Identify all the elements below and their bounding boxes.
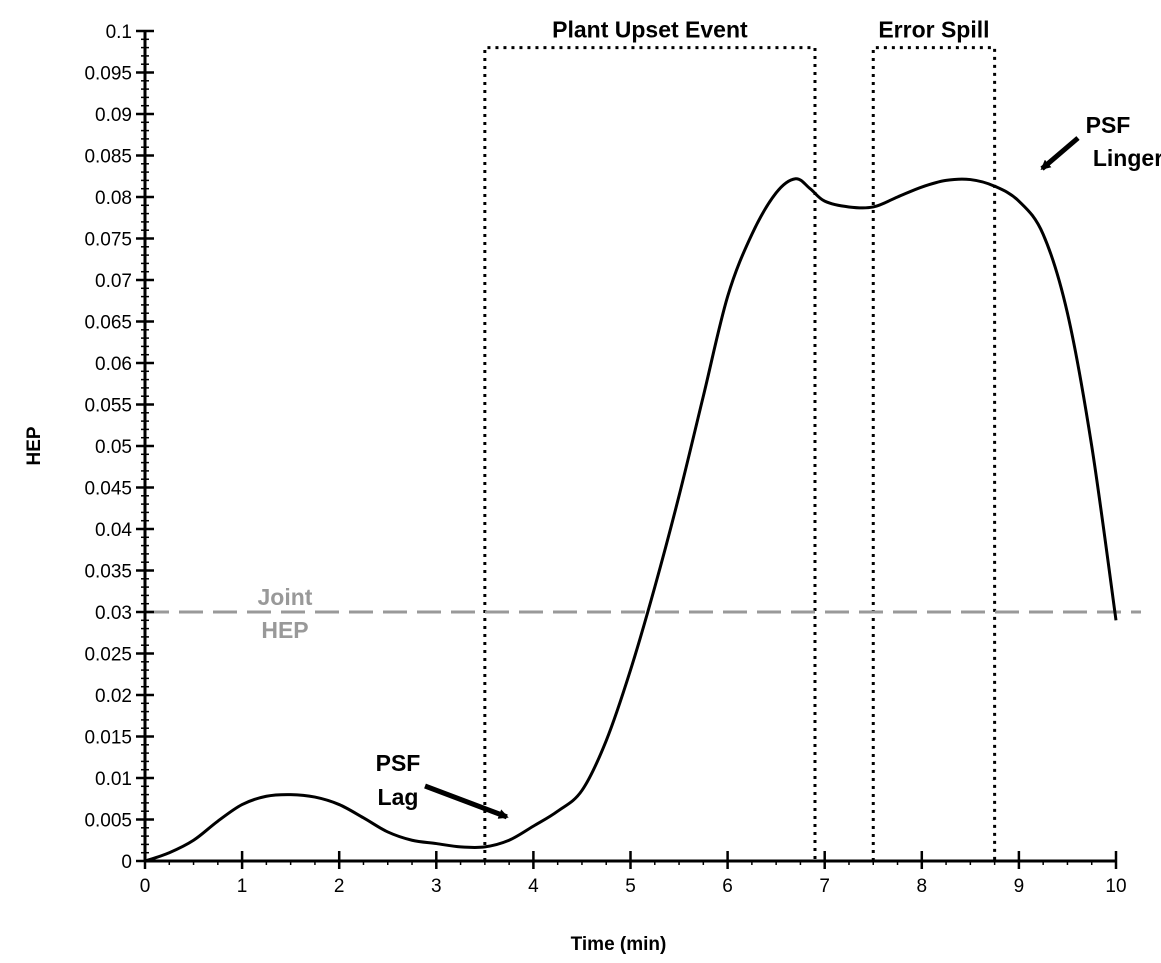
y-tick-label: 0.065 <box>84 313 132 334</box>
x-tick-label: 6 <box>722 876 733 897</box>
y-tick-label: 0.035 <box>84 562 132 583</box>
x-tick-label: 7 <box>819 876 830 897</box>
y-tick-label: 0.02 <box>95 686 132 707</box>
y-tick-label: 0.055 <box>84 396 132 417</box>
region-box <box>483 46 817 861</box>
y-tick-label: 0.01 <box>95 769 132 790</box>
y-tick-label: 0.085 <box>84 147 132 168</box>
x-tick-label: 2 <box>334 876 345 897</box>
psf-linger-label: PSF <box>1086 112 1131 138</box>
y-tick-label: 0.025 <box>84 645 132 666</box>
hep-curve <box>144 177 1118 863</box>
y-tick-label: 0.015 <box>84 728 132 749</box>
x-tick-label: 9 <box>1014 876 1025 897</box>
y-tick-label: 0.04 <box>95 520 132 541</box>
y-tick-label: 0.075 <box>84 230 132 251</box>
y-tick-label: 0.005 <box>84 811 132 832</box>
y-tick-label: 0.05 <box>95 437 132 458</box>
x-tick-label: 5 <box>625 876 636 897</box>
y-tick-label: 0.07 <box>95 271 132 292</box>
y-tick-label: 0.045 <box>84 479 132 500</box>
y-tick-label: 0.03 <box>95 603 132 624</box>
y-tick-label: 0.06 <box>95 354 132 375</box>
y-tick-label: 0 <box>121 852 132 873</box>
x-tick-label: 8 <box>917 876 928 897</box>
psf-lag-label: Lag <box>378 784 419 810</box>
x-axis-title: Time (min) <box>571 934 667 955</box>
x-tick-label: 0 <box>140 876 151 897</box>
joint-hep-label: Joint <box>258 584 313 610</box>
region-label: Error Spill <box>878 17 989 43</box>
y-axis-title: HEP <box>24 426 45 465</box>
joint-hep-label: HEP <box>261 617 308 643</box>
x-tick-label: 3 <box>431 876 442 897</box>
y-tick-label: 0.095 <box>84 64 132 85</box>
region-box <box>871 46 997 861</box>
psf-lag-label: PSF <box>376 750 421 776</box>
x-tick-label: 10 <box>1105 876 1126 897</box>
y-tick-label: 0.08 <box>95 188 132 209</box>
y-tick-label: 0.09 <box>95 105 132 126</box>
x-tick-label: 4 <box>528 876 539 897</box>
psf-linger-label: Linger <box>1093 145 1161 171</box>
psf-lag-arrow <box>424 783 509 820</box>
x-tick-label: 1 <box>237 876 248 897</box>
y-tick-label: 0.1 <box>106 22 132 43</box>
psf-linger-arrow <box>1040 136 1080 171</box>
region-label: Plant Upset Event <box>552 17 748 43</box>
